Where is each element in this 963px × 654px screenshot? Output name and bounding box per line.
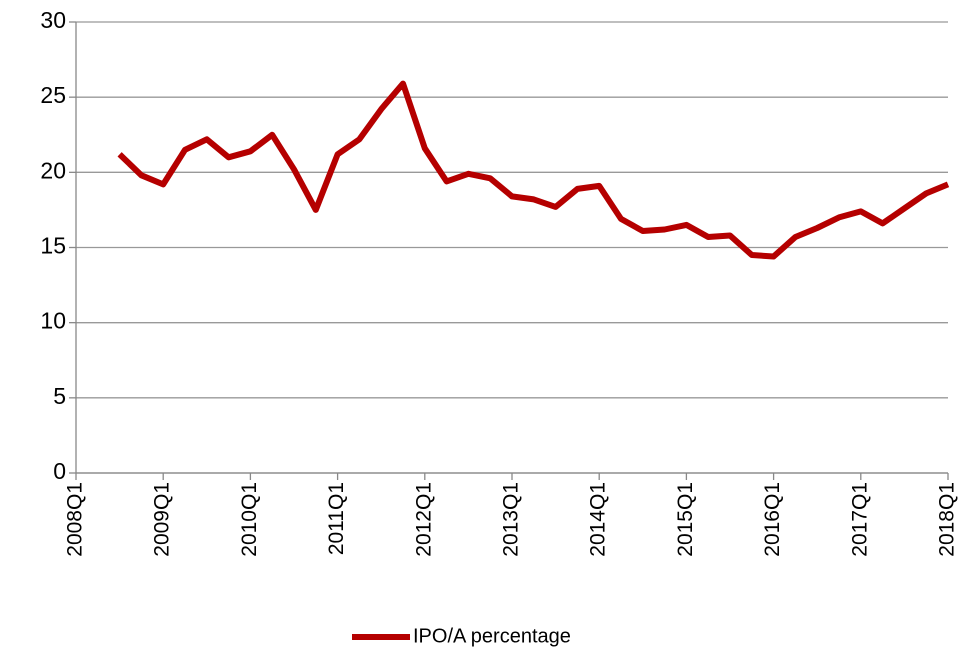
x-tick-label: 2013Q1 [500,482,523,557]
y-tick-label: 15 [40,233,66,259]
x-tick-label: 2016Q1 [761,482,784,557]
y-tick-label: 20 [40,157,66,183]
x-tick-label: 2017Q1 [848,482,871,557]
data-line [117,80,950,260]
x-tick-label: 2018Q1 [936,482,959,557]
x-tick-label: 2008Q1 [64,482,87,557]
x-tick-label: 2011Q1 [325,482,348,555]
y-tick-label: 0 [53,458,66,484]
y-tick-label: 30 [40,7,66,33]
y-tick-label: 5 [53,383,66,409]
y-tick-label: 25 [40,82,66,108]
x-tick-label: 2015Q1 [674,482,697,557]
y-tick-label: 10 [40,308,66,334]
x-tick-label: 2012Q1 [412,482,435,557]
x-tick-label: 2009Q1 [151,482,174,557]
x-tick-label: 2010Q1 [238,482,261,557]
x-tick-label: 2014Q1 [587,482,610,557]
legend-label: IPO/A percentage [413,625,571,647]
